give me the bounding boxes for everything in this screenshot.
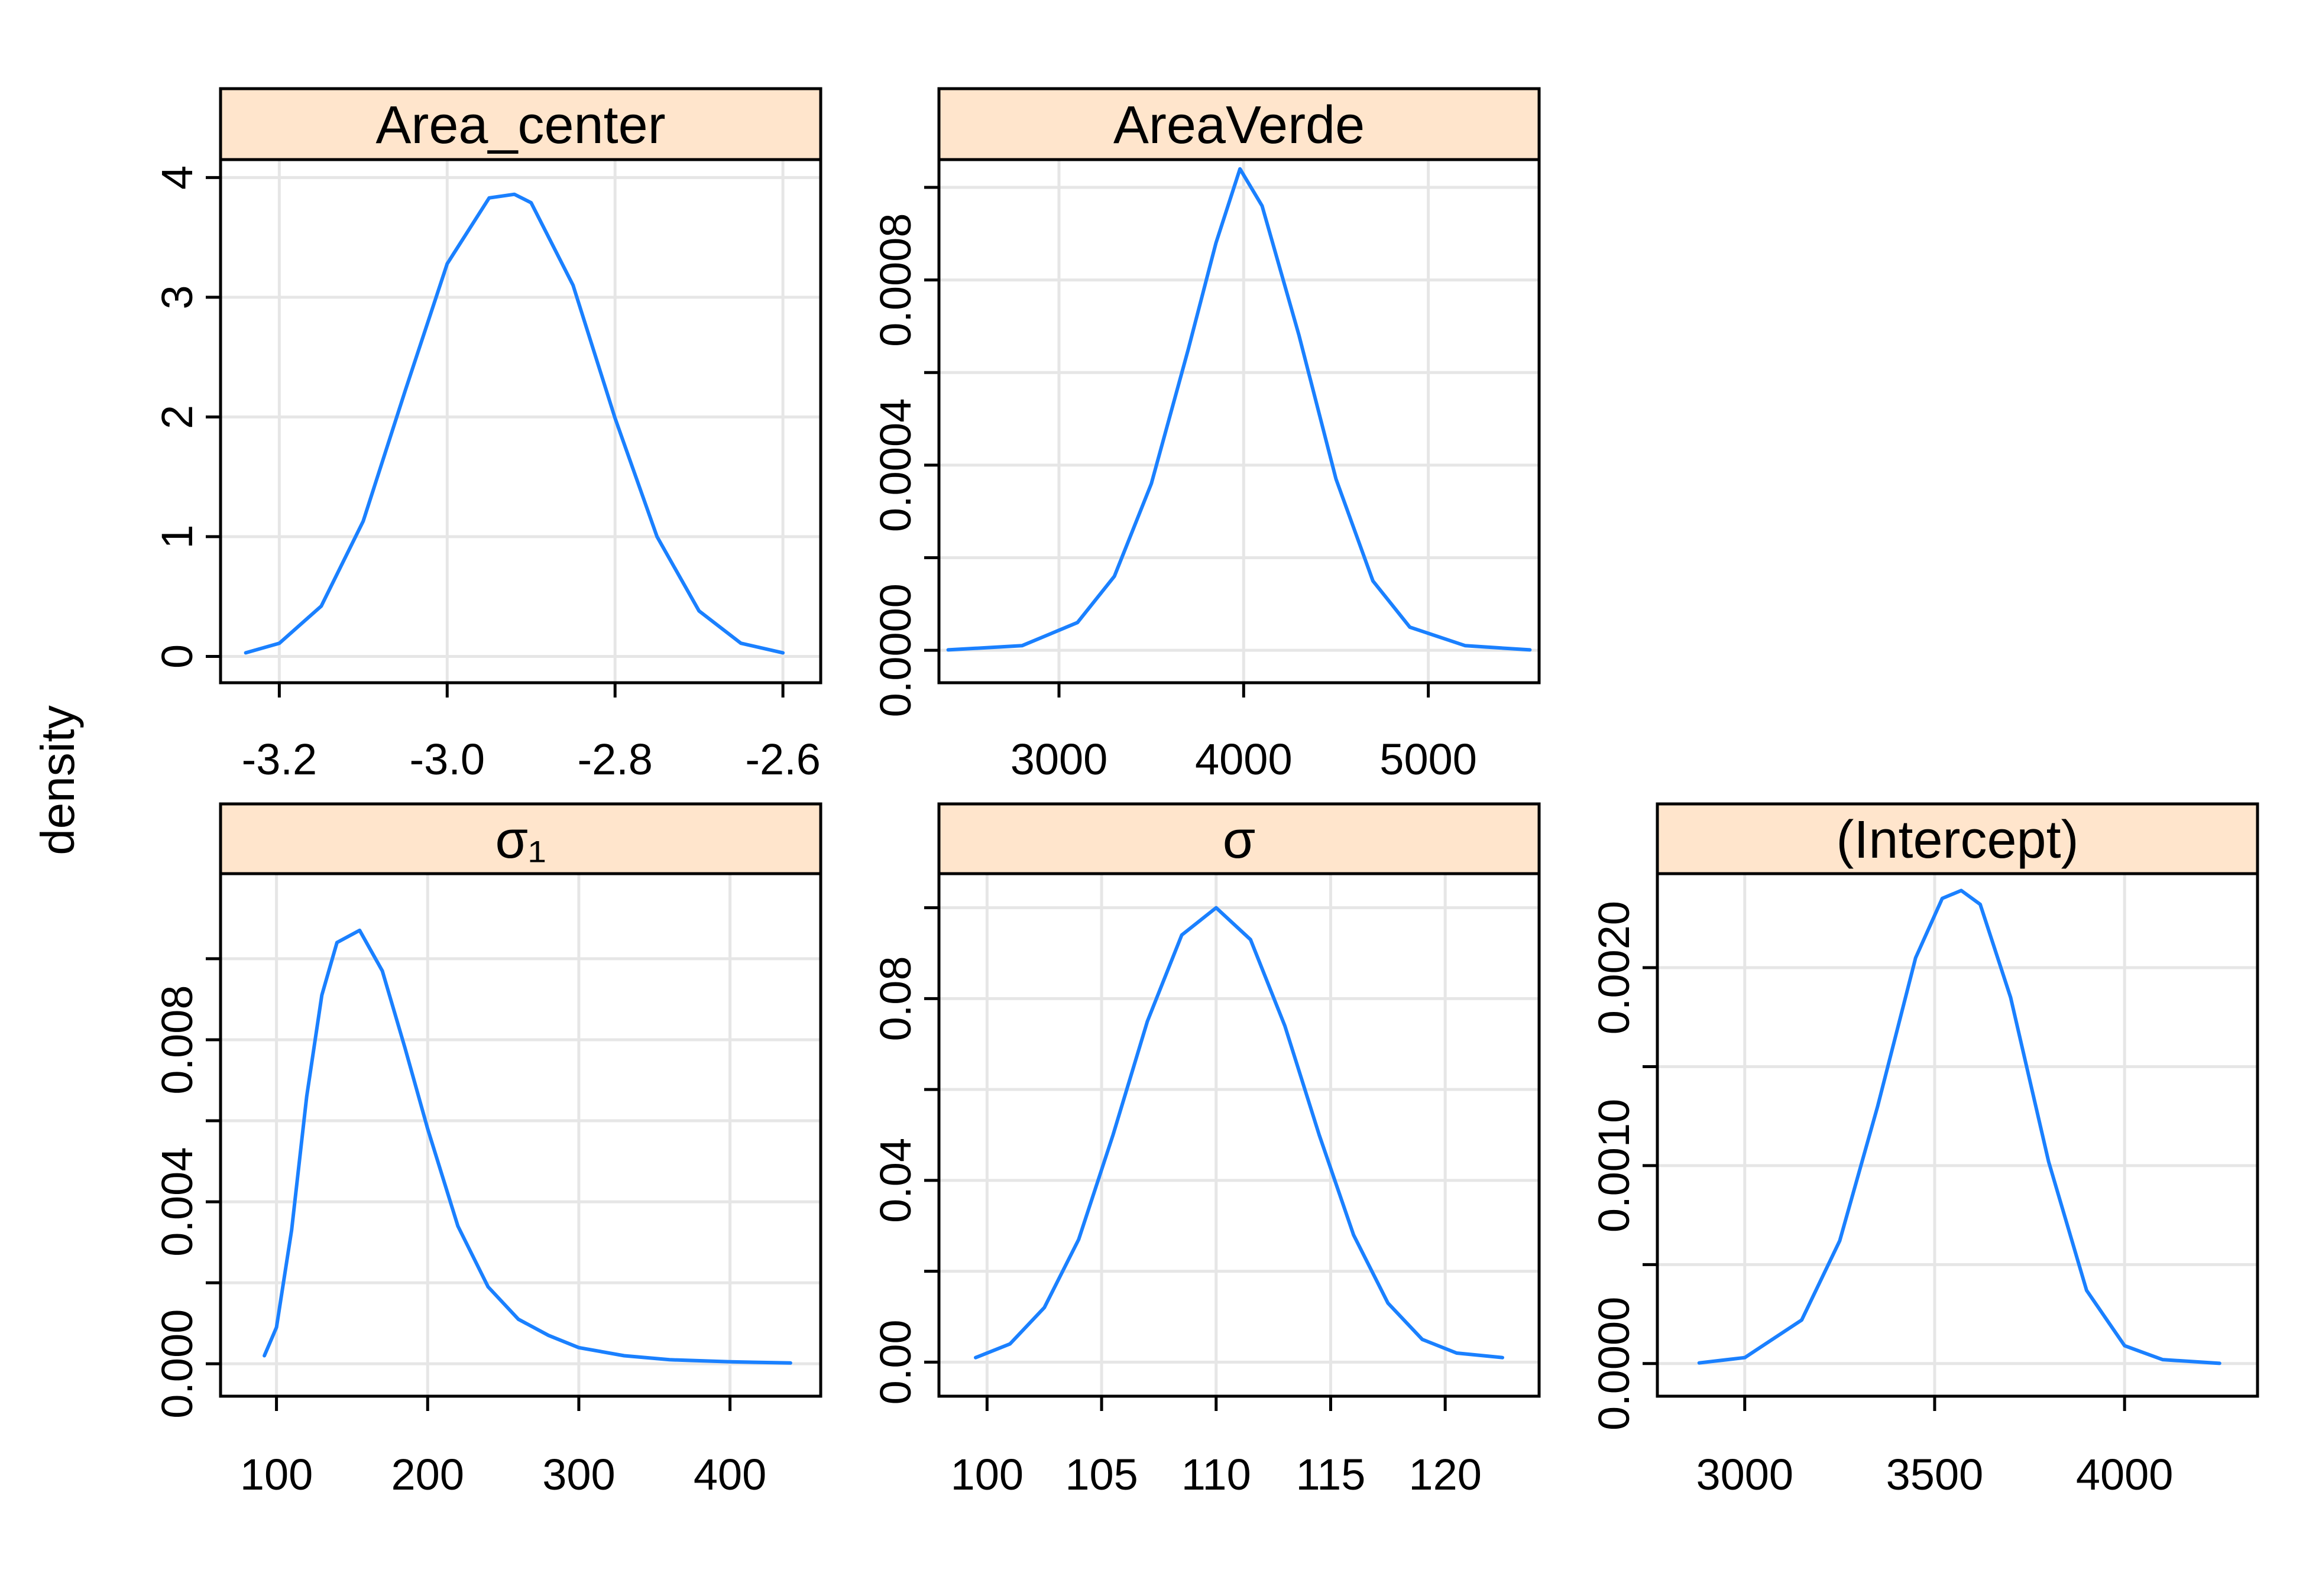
panel-1: Area_center -3.2 -3.0 -2.8 -2.6 0 1 2 3 4 (153, 87, 822, 784)
density-curve (974, 906, 1504, 1360)
y-tick-label: 0.04 (871, 1138, 920, 1223)
panel-5: (Intercept) 3000 3500 4000 0.0000 0.0010 0.002… (1589, 802, 2259, 1499)
x-tick-label: 3000 (1696, 1450, 1793, 1499)
y-tick-label: 0.008 (153, 985, 202, 1094)
y-tick-label: 0 (153, 644, 202, 669)
x-tick-label: -3.2 (242, 735, 318, 784)
panel-strip (219, 87, 822, 161)
plot-frame (219, 872, 822, 1398)
y-tick-label: 0.0004 (871, 398, 920, 532)
x-tick-label: -3.0 (410, 735, 485, 784)
y-tick-label: 0.000 (153, 1309, 202, 1419)
panel-3: σ₁ 100 200 300 400 0.000 0.004 0.008 (153, 802, 822, 1499)
figure-y-axis-label: density (31, 705, 84, 855)
panel-strip (937, 802, 1541, 875)
x-tick-label: 3000 (1011, 735, 1108, 784)
panel-title: Area_center (375, 96, 665, 155)
x-tick-label: 4000 (1195, 735, 1293, 784)
y-tick-label: 0.004 (153, 1147, 202, 1257)
x-tick-label: 200 (391, 1450, 464, 1499)
y-tick-label: 4 (153, 166, 202, 190)
panel-strip (219, 802, 822, 875)
y-tick-label: 0.00 (871, 1319, 920, 1404)
density-curve (244, 192, 785, 655)
y-tick-label: 1 (153, 524, 202, 549)
panel-title: AreaVerde (1113, 96, 1365, 155)
x-tick-label: 110 (1181, 1450, 1251, 1499)
x-tick-label: 120 (1408, 1450, 1481, 1499)
panel-4: σ 100 105 110 115 120 0.00 0.04 0.08 (871, 802, 1541, 1499)
y-tick-label: 0.0000 (1589, 1297, 1638, 1430)
x-tick-label: 300 (542, 1450, 615, 1499)
plot-frame (219, 158, 822, 685)
y-tick-label: 0.0008 (871, 213, 920, 346)
x-tick-label: 100 (240, 1450, 313, 1499)
x-tick-label: 100 (951, 1450, 1024, 1499)
panel-2: AreaVerde 3000 4000 5000 0.0000 0.0004 0.0008 (871, 87, 1541, 784)
x-tick-label: 400 (694, 1450, 766, 1499)
panel-title: σ (1223, 810, 1256, 870)
x-tick-label: 3500 (1886, 1450, 1984, 1499)
panel-title: σ₁ (495, 810, 546, 870)
x-tick-label: 5000 (1379, 735, 1477, 784)
density-curve (1697, 888, 2221, 1365)
plot-frame (937, 158, 1541, 685)
density-curve (946, 167, 1532, 652)
density-curve (263, 928, 792, 1365)
plot-frame (937, 872, 1541, 1398)
panel-strip (937, 87, 1541, 161)
y-tick-label: 3 (153, 285, 202, 309)
y-tick-label: 0.0010 (1589, 1099, 1638, 1232)
x-tick-label: 4000 (2076, 1450, 2174, 1499)
x-tick-label: 105 (1065, 1450, 1138, 1499)
x-tick-label: 115 (1295, 1450, 1365, 1499)
panel-title: (Intercept) (1836, 810, 2078, 870)
y-tick-label: 0.0020 (1589, 901, 1638, 1034)
y-tick-label: 0.08 (871, 956, 920, 1041)
y-tick-label: 2 (153, 405, 202, 429)
x-tick-label: -2.8 (577, 735, 653, 784)
y-tick-label: 0.0000 (871, 583, 920, 717)
plot-frame (1656, 872, 2259, 1398)
x-tick-label: -2.6 (745, 735, 821, 784)
